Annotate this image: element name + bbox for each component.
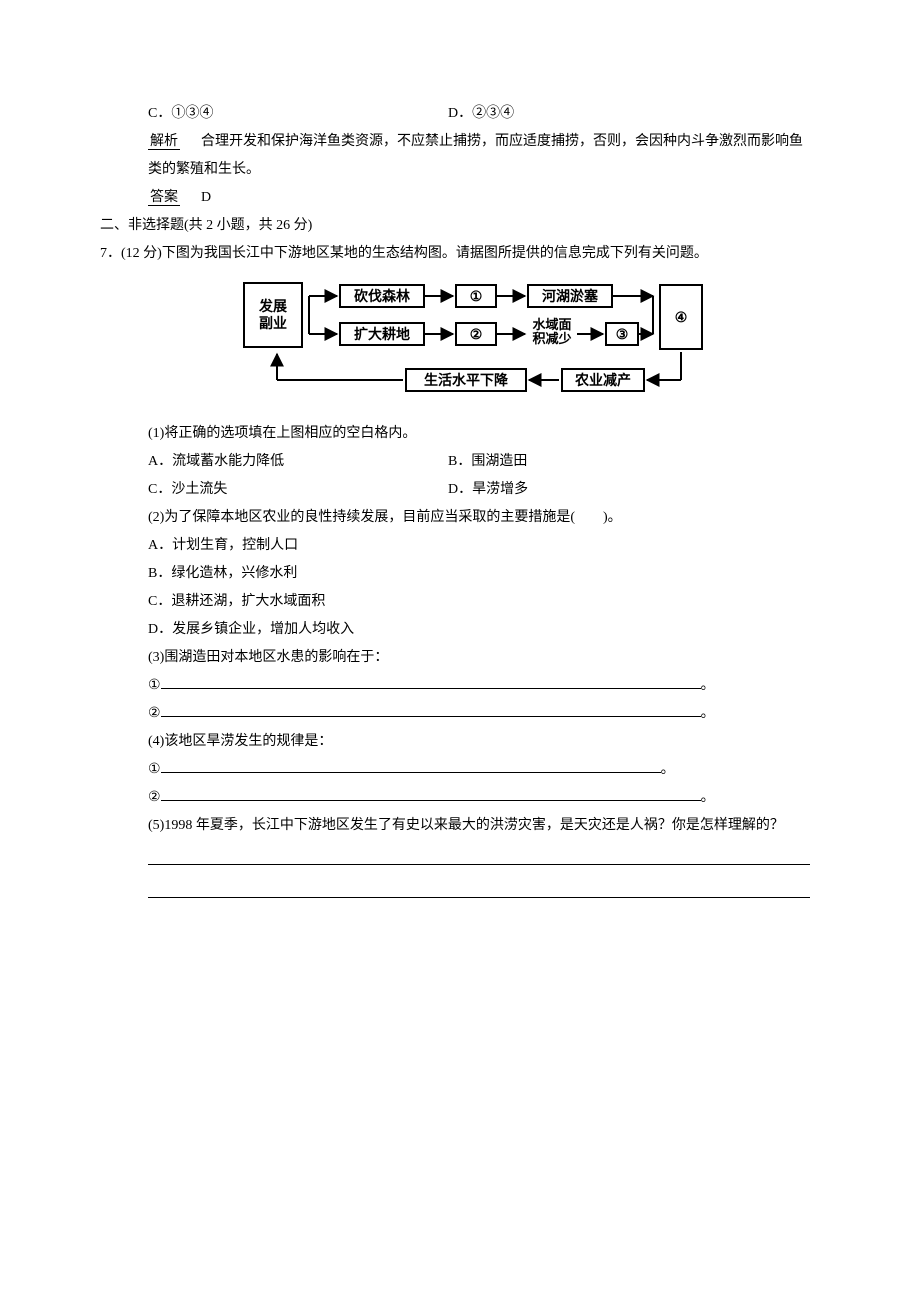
- answer-rule-2[interactable]: [148, 883, 810, 898]
- q6-options-cd: C．①③④ D．②③④: [148, 100, 810, 128]
- q6-analysis-text: 合理开发和保护海洋鱼类资源，不应禁止捕捞，而应适度捕捞，否则，会因种内斗争激烈而…: [148, 134, 803, 177]
- dia-r2-label: 水域面 积减少: [527, 318, 577, 347]
- q7-p1-opt-d: D．旱涝增多: [448, 476, 810, 504]
- period-1a: 。: [701, 678, 715, 693]
- q7-p2-opt-b: B．绿化造林，兴修水利: [148, 560, 810, 588]
- period-1b: 。: [661, 762, 675, 777]
- q7-p1-opts-cd: C．沙土流失 D．旱涝增多: [148, 476, 810, 504]
- answer-rule-1[interactable]: [148, 850, 810, 865]
- q7-stem: 7．(12 分)下图为我国长江中下游地区某地的生态结构图。请据图所提供的信息完成…: [100, 240, 810, 268]
- q7-diagram: 发展 副业 砍伐森林 ① 河湖淤塞 扩大耕地 ② 水域面 积减少 ③ ④ 生活水…: [239, 276, 719, 404]
- q7-p2-opt-a: A．计划生育，控制人口: [148, 532, 810, 560]
- period-2b: 。: [701, 790, 715, 805]
- dia-right-box: ④: [659, 284, 703, 350]
- circled-2b: ②: [148, 790, 161, 805]
- analysis-label: 解析: [148, 134, 180, 150]
- q7-p1: (1)将正确的选项填在上图相应的空白格内。: [148, 420, 810, 448]
- q6-analysis: 解析 合理开发和保护海洋鱼类资源，不应禁止捕捞，而应适度捕捞，否则，会因种内斗争…: [148, 128, 810, 184]
- q7-p1-opt-b: B．围湖造田: [448, 448, 810, 476]
- q7-p3: (3)围湖造田对本地区水患的影响在于：: [148, 644, 810, 672]
- dia-r2-b3: ③: [605, 322, 639, 346]
- q7-p2: (2)为了保障本地区农业的良性持续发展，目前应当采取的主要措施是( )。: [148, 504, 810, 532]
- q7-p4-blank1: ①。: [148, 756, 810, 784]
- q7-p2-opt-c: C．退耕还湖，扩大水域面积: [148, 588, 810, 616]
- q6-answer-value: D: [201, 190, 211, 205]
- q7-p3-blank2: ②。: [148, 700, 810, 728]
- dia-r2-b1: 扩大耕地: [339, 322, 425, 346]
- period-2a: 。: [701, 706, 715, 721]
- dia-r1-b3: 河湖淤塞: [527, 284, 613, 308]
- circled-2a: ②: [148, 706, 161, 721]
- dia-r2-b2: ②: [455, 322, 497, 346]
- blank-line[interactable]: [161, 674, 701, 689]
- circled-1b: ①: [148, 762, 161, 777]
- dia-box-left: 发展 副业: [243, 282, 303, 348]
- q7-p5: (5)1998 年夏季，长江中下游地区发生了有史以来最大的洪涝灾害，是天灾还是人…: [148, 812, 810, 840]
- dia-r1-b2: ①: [455, 284, 497, 308]
- circled-1a: ①: [148, 678, 161, 693]
- q7-p1-opts-ab: A．流域蓄水能力降低 B．围湖造田: [148, 448, 810, 476]
- dia-bot-b1: 生活水平下降: [405, 368, 527, 392]
- q7-p1-opt-c: C．沙土流失: [148, 476, 448, 504]
- dia-r1-b1: 砍伐森林: [339, 284, 425, 308]
- dia-bot-b2: 农业减产: [561, 368, 645, 392]
- q6-answer: 答案 D: [148, 184, 810, 212]
- blank-line[interactable]: [161, 786, 701, 801]
- answer-label: 答案: [148, 190, 180, 206]
- q6-option-d: D．②③④: [448, 100, 810, 128]
- blank-line[interactable]: [161, 702, 701, 717]
- q7-diagram-container: 发展 副业 砍伐森林 ① 河湖淤塞 扩大耕地 ② 水域面 积减少 ③ ④ 生活水…: [148, 276, 810, 404]
- q7-p1-opt-a: A．流域蓄水能力降低: [148, 448, 448, 476]
- q7-p2-opt-d: D．发展乡镇企业，增加人均收入: [148, 616, 810, 644]
- section2-heading: 二、非选择题(共 2 小题，共 26 分): [100, 212, 810, 240]
- q7-p3-blank1: ①。: [148, 672, 810, 700]
- q6-option-c: C．①③④: [148, 100, 448, 128]
- blank-line[interactable]: [161, 758, 661, 773]
- q7-p4-blank2: ②。: [148, 784, 810, 812]
- q7-p4: (4)该地区旱涝发生的规律是：: [148, 728, 810, 756]
